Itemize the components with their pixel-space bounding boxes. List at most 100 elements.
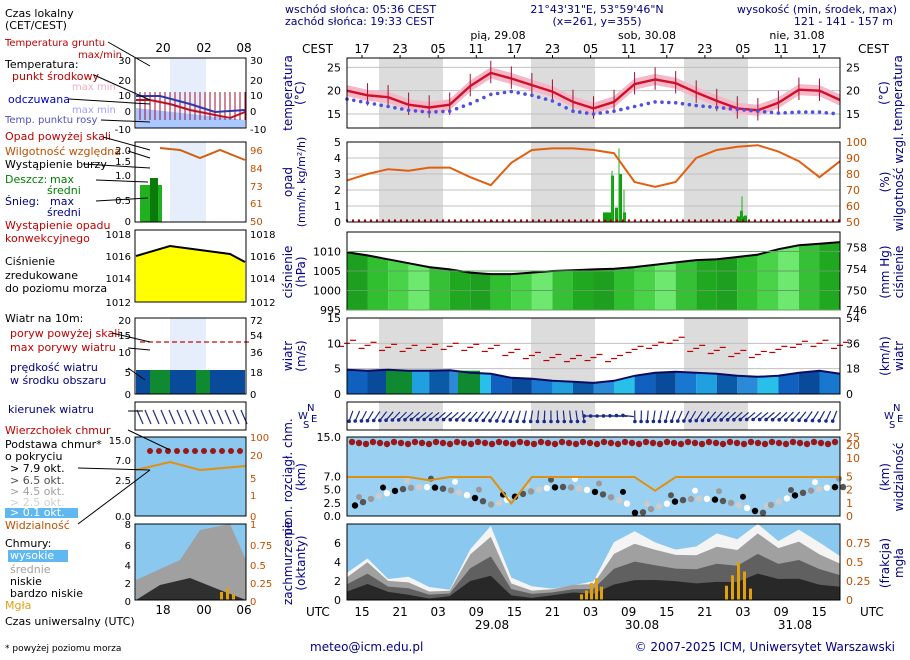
- convective-marker: [657, 219, 661, 222]
- wind-direction-arrowhead: [830, 419, 835, 423]
- leader-line: [111, 332, 151, 343]
- wind-direction-arrowhead: [365, 418, 370, 423]
- dew-point-dot: [543, 97, 548, 101]
- cloud-top-dot: [453, 438, 461, 446]
- wind-direction-arrow: [701, 411, 710, 421]
- elevation-values: 121 - 141 - 157 m: [794, 15, 893, 28]
- cloud-base-dot: [359, 498, 367, 506]
- tick-label: 758: [846, 242, 867, 255]
- wind-direction-arrowhead: [549, 419, 553, 424]
- dew-point-dot: [619, 107, 623, 112]
- convective-marker: [519, 219, 523, 222]
- convective-marker: [405, 219, 409, 222]
- panel-frame: [346, 57, 841, 129]
- wind-direction-arrow: [695, 411, 703, 421]
- tick-label: 100: [250, 433, 269, 444]
- convective-marker: [729, 219, 733, 222]
- dew-point-dot: [564, 106, 568, 110]
- convective-marker: [411, 219, 415, 222]
- fog-bar: [743, 571, 746, 600]
- convective-marker: [801, 219, 805, 222]
- wind-direction-arrowhead: [663, 419, 668, 424]
- cloud-top-dot: [390, 438, 398, 446]
- convective-marker: [549, 219, 553, 222]
- legend-wind-arrow: [200, 409, 208, 425]
- legend-fog-bar: [232, 594, 235, 600]
- legend-label: Widzialność: [5, 519, 70, 532]
- cloud-top-dot: [565, 439, 573, 447]
- wind-direction-arrowhead: [522, 419, 526, 424]
- convective-marker: [645, 219, 649, 222]
- cloud-base-dot: [591, 488, 599, 496]
- cloud-top-dot: [733, 439, 741, 447]
- wind-direction-arrowhead: [738, 417, 743, 422]
- wind-direction-arrowhead: [461, 418, 466, 422]
- convective-marker: [651, 219, 655, 222]
- cloud-top-dot: [355, 439, 363, 447]
- cloud-very-low-area: [347, 573, 840, 600]
- hour-tick-label: 23: [697, 42, 712, 56]
- dew-point-dot: [810, 110, 815, 114]
- legend-cloud-top-dot: [210, 448, 216, 454]
- compass-letter: E: [311, 414, 317, 425]
- hour-tick-label: 23: [545, 42, 560, 56]
- hour-tick-label: 03: [735, 605, 750, 619]
- cloud-base-dot: [655, 503, 663, 510]
- dew-point-dot: [578, 110, 582, 114]
- cloud-top-dot: [614, 440, 622, 448]
- cloud-top-dot: [544, 439, 552, 447]
- tick-label: 1.5: [115, 157, 131, 168]
- leader-line: [127, 150, 151, 159]
- legend-panel-frame: [134, 401, 247, 431]
- wind-direction-arrow: [379, 411, 388, 421]
- pressure-area: [634, 264, 656, 310]
- email-link[interactable]: meteo@icm.edu.pl: [310, 640, 423, 654]
- axis-title: opad: [281, 167, 295, 197]
- tick-label: 1012: [106, 298, 131, 309]
- legend-label: > 7.9 okt.: [10, 462, 65, 475]
- wind-direction-arrowhead: [495, 419, 499, 423]
- tick-label: 1018: [106, 230, 131, 241]
- convective-marker: [573, 219, 577, 222]
- convective-marker: [765, 219, 769, 222]
- tick-label: 20: [118, 76, 131, 87]
- wind-direction-arrowhead: [688, 419, 692, 423]
- wind-direction-arrow: [417, 411, 427, 421]
- tick-label: 6: [125, 541, 131, 552]
- convective-marker: [567, 219, 571, 222]
- cloud-base-dot: [548, 476, 554, 483]
- legend-label: Opad powyżej skali: [5, 130, 111, 143]
- pressure-area: [675, 260, 697, 310]
- convective-marker: [621, 219, 625, 222]
- compass-letter: N: [893, 403, 900, 414]
- cloud-base-dot: [751, 507, 759, 515]
- cloud-base-dot: [596, 480, 602, 487]
- wind-direction-arrow: [391, 411, 401, 421]
- cloud-base-dot: [791, 492, 799, 499]
- wind-direction-arrowhead: [732, 417, 736, 422]
- wind-direction-arrow: [759, 411, 769, 421]
- wind-direction-arrowhead: [706, 418, 711, 423]
- dew-point-dot: [379, 103, 384, 108]
- wind-direction-arrow: [765, 411, 775, 421]
- cloud-base-dot: [407, 484, 415, 491]
- tick-label: 746: [846, 304, 867, 317]
- dew-point-dot: [625, 106, 630, 110]
- cloud-top-dot: [684, 438, 692, 446]
- legend-hour-label: 20: [155, 41, 170, 55]
- wind-direction-arrowhead: [645, 419, 649, 424]
- cloud-base-dot: [719, 497, 727, 505]
- cloud-base-dot: [807, 487, 815, 494]
- tick-label: 0: [846, 388, 853, 401]
- cloud-base-dot: [663, 500, 671, 507]
- cloud-base-dot: [815, 485, 823, 493]
- cloud-base-dot: [823, 484, 831, 491]
- wind-direction-arrowhead: [435, 417, 439, 422]
- night-band: [379, 142, 443, 222]
- leader-line: [77, 469, 151, 525]
- cloud-top-dot: [593, 440, 601, 448]
- wind-direction-arrow: [509, 410, 515, 422]
- tick-label: 20: [846, 85, 860, 98]
- cloud-top-dot: [677, 440, 685, 448]
- legend-label: max porywy wiatru: [10, 341, 116, 354]
